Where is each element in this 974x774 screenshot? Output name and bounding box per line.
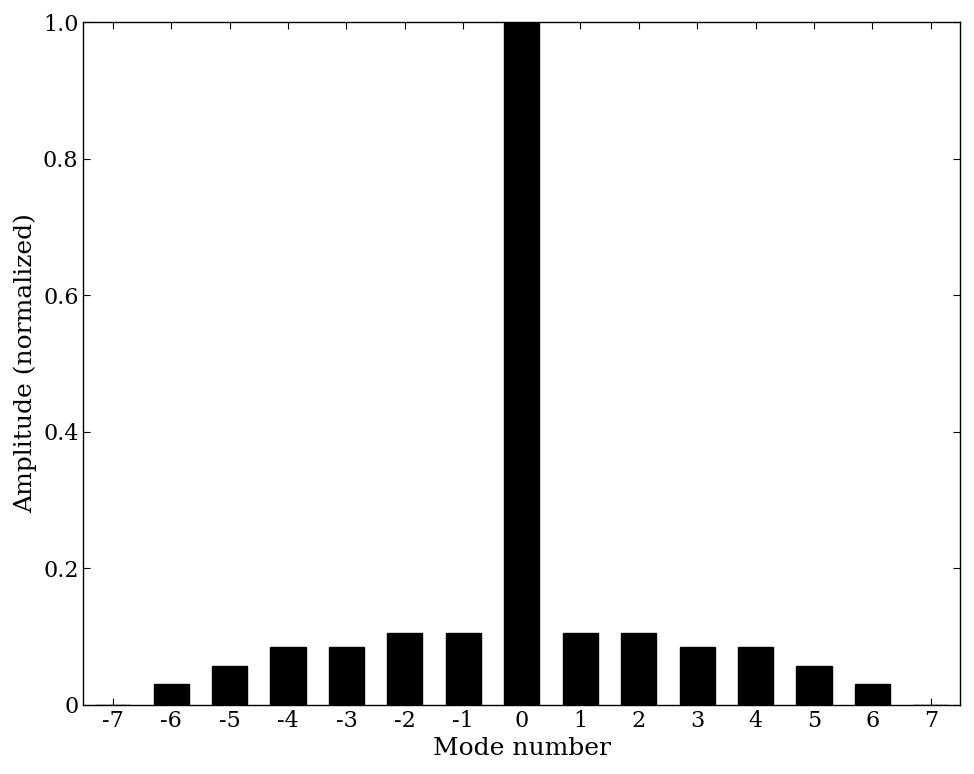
Bar	[154, 683, 189, 704]
Bar	[212, 666, 247, 704]
Bar	[271, 647, 306, 704]
Bar	[855, 683, 890, 704]
X-axis label: Mode number: Mode number	[432, 737, 611, 760]
Bar	[680, 647, 715, 704]
Bar	[621, 633, 656, 704]
Bar	[738, 647, 773, 704]
Bar	[329, 647, 364, 704]
Bar	[505, 22, 540, 704]
Bar	[446, 633, 481, 704]
Bar	[563, 633, 598, 704]
Bar	[388, 633, 423, 704]
Y-axis label: Amplitude (normalized): Amplitude (normalized)	[14, 214, 37, 513]
Bar	[797, 666, 832, 704]
